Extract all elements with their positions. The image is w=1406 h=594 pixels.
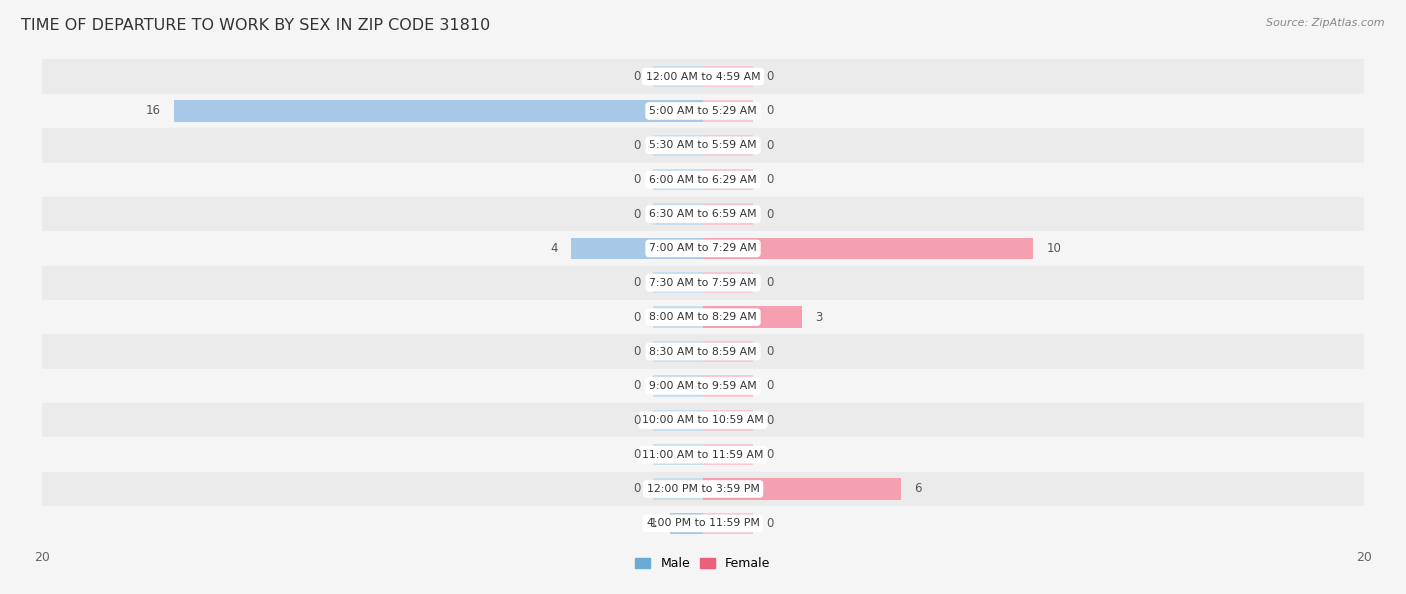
Text: 0: 0 xyxy=(633,345,640,358)
Text: 0: 0 xyxy=(633,139,640,152)
Text: 0: 0 xyxy=(633,414,640,426)
Bar xyxy=(42,197,1364,231)
Text: 12:00 AM to 4:59 AM: 12:00 AM to 4:59 AM xyxy=(645,72,761,81)
Bar xyxy=(42,231,1364,266)
Text: 0: 0 xyxy=(633,380,640,393)
Text: 0: 0 xyxy=(766,448,773,461)
Text: 10:00 AM to 10:59 AM: 10:00 AM to 10:59 AM xyxy=(643,415,763,425)
Bar xyxy=(703,203,752,225)
Text: 9:00 AM to 9:59 AM: 9:00 AM to 9:59 AM xyxy=(650,381,756,391)
Bar xyxy=(42,403,1364,437)
Text: 6:00 AM to 6:29 AM: 6:00 AM to 6:29 AM xyxy=(650,175,756,185)
Text: 1: 1 xyxy=(650,517,657,530)
Bar xyxy=(654,375,703,397)
Text: 0: 0 xyxy=(633,70,640,83)
Bar xyxy=(42,94,1364,128)
Text: 7:00 AM to 7:29 AM: 7:00 AM to 7:29 AM xyxy=(650,244,756,254)
Bar xyxy=(703,272,752,293)
Text: 0: 0 xyxy=(633,311,640,324)
Text: 3: 3 xyxy=(815,311,823,324)
Bar xyxy=(703,341,752,362)
Bar xyxy=(703,410,752,431)
Bar xyxy=(654,66,703,87)
Bar xyxy=(703,375,752,397)
Bar xyxy=(654,478,703,500)
Bar xyxy=(654,307,703,328)
Text: 12:00 PM to 3:59 PM: 12:00 PM to 3:59 PM xyxy=(647,484,759,494)
Bar xyxy=(703,307,801,328)
Bar xyxy=(654,444,703,465)
Text: 0: 0 xyxy=(766,276,773,289)
Bar xyxy=(654,410,703,431)
Text: 0: 0 xyxy=(766,345,773,358)
Text: TIME OF DEPARTURE TO WORK BY SEX IN ZIP CODE 31810: TIME OF DEPARTURE TO WORK BY SEX IN ZIP … xyxy=(21,18,491,33)
Bar xyxy=(669,513,703,534)
Bar xyxy=(654,169,703,190)
Text: 5:00 AM to 5:29 AM: 5:00 AM to 5:29 AM xyxy=(650,106,756,116)
Text: 0: 0 xyxy=(766,380,773,393)
Text: 0: 0 xyxy=(766,173,773,186)
Text: 4: 4 xyxy=(550,242,558,255)
Text: 0: 0 xyxy=(766,517,773,530)
Text: 0: 0 xyxy=(633,173,640,186)
Text: 8:30 AM to 8:59 AM: 8:30 AM to 8:59 AM xyxy=(650,346,756,356)
Bar xyxy=(42,266,1364,300)
Text: 0: 0 xyxy=(766,207,773,220)
Bar xyxy=(42,472,1364,506)
Text: 6: 6 xyxy=(914,482,922,495)
Text: 0: 0 xyxy=(633,482,640,495)
Text: 5:30 AM to 5:59 AM: 5:30 AM to 5:59 AM xyxy=(650,140,756,150)
Bar xyxy=(703,66,752,87)
Text: 16: 16 xyxy=(146,105,162,118)
Bar xyxy=(42,506,1364,541)
Bar xyxy=(42,437,1364,472)
Legend: Male, Female: Male, Female xyxy=(630,552,776,575)
Text: 8:00 AM to 8:29 AM: 8:00 AM to 8:29 AM xyxy=(650,312,756,322)
Bar xyxy=(703,513,752,534)
Text: 4:00 PM to 11:59 PM: 4:00 PM to 11:59 PM xyxy=(647,519,759,528)
Bar xyxy=(42,334,1364,369)
Text: 0: 0 xyxy=(633,207,640,220)
Bar xyxy=(654,203,703,225)
Text: 0: 0 xyxy=(766,139,773,152)
Text: 0: 0 xyxy=(766,70,773,83)
Text: 10: 10 xyxy=(1046,242,1062,255)
Bar xyxy=(42,59,1364,94)
Text: Source: ZipAtlas.com: Source: ZipAtlas.com xyxy=(1267,18,1385,28)
Bar xyxy=(703,478,901,500)
Text: 0: 0 xyxy=(766,414,773,426)
Bar xyxy=(42,128,1364,163)
Bar xyxy=(42,369,1364,403)
Bar xyxy=(654,272,703,293)
Text: 6:30 AM to 6:59 AM: 6:30 AM to 6:59 AM xyxy=(650,209,756,219)
Bar xyxy=(703,100,752,122)
Text: 0: 0 xyxy=(633,276,640,289)
Text: 0: 0 xyxy=(766,105,773,118)
Bar xyxy=(42,163,1364,197)
Bar xyxy=(703,444,752,465)
Bar xyxy=(703,169,752,190)
Text: 11:00 AM to 11:59 AM: 11:00 AM to 11:59 AM xyxy=(643,450,763,460)
Bar xyxy=(654,135,703,156)
Text: 7:30 AM to 7:59 AM: 7:30 AM to 7:59 AM xyxy=(650,278,756,287)
Bar xyxy=(174,100,703,122)
Bar xyxy=(703,135,752,156)
Bar xyxy=(703,238,1033,259)
Bar xyxy=(654,341,703,362)
Bar xyxy=(571,238,703,259)
Bar xyxy=(42,300,1364,334)
Text: 0: 0 xyxy=(633,448,640,461)
